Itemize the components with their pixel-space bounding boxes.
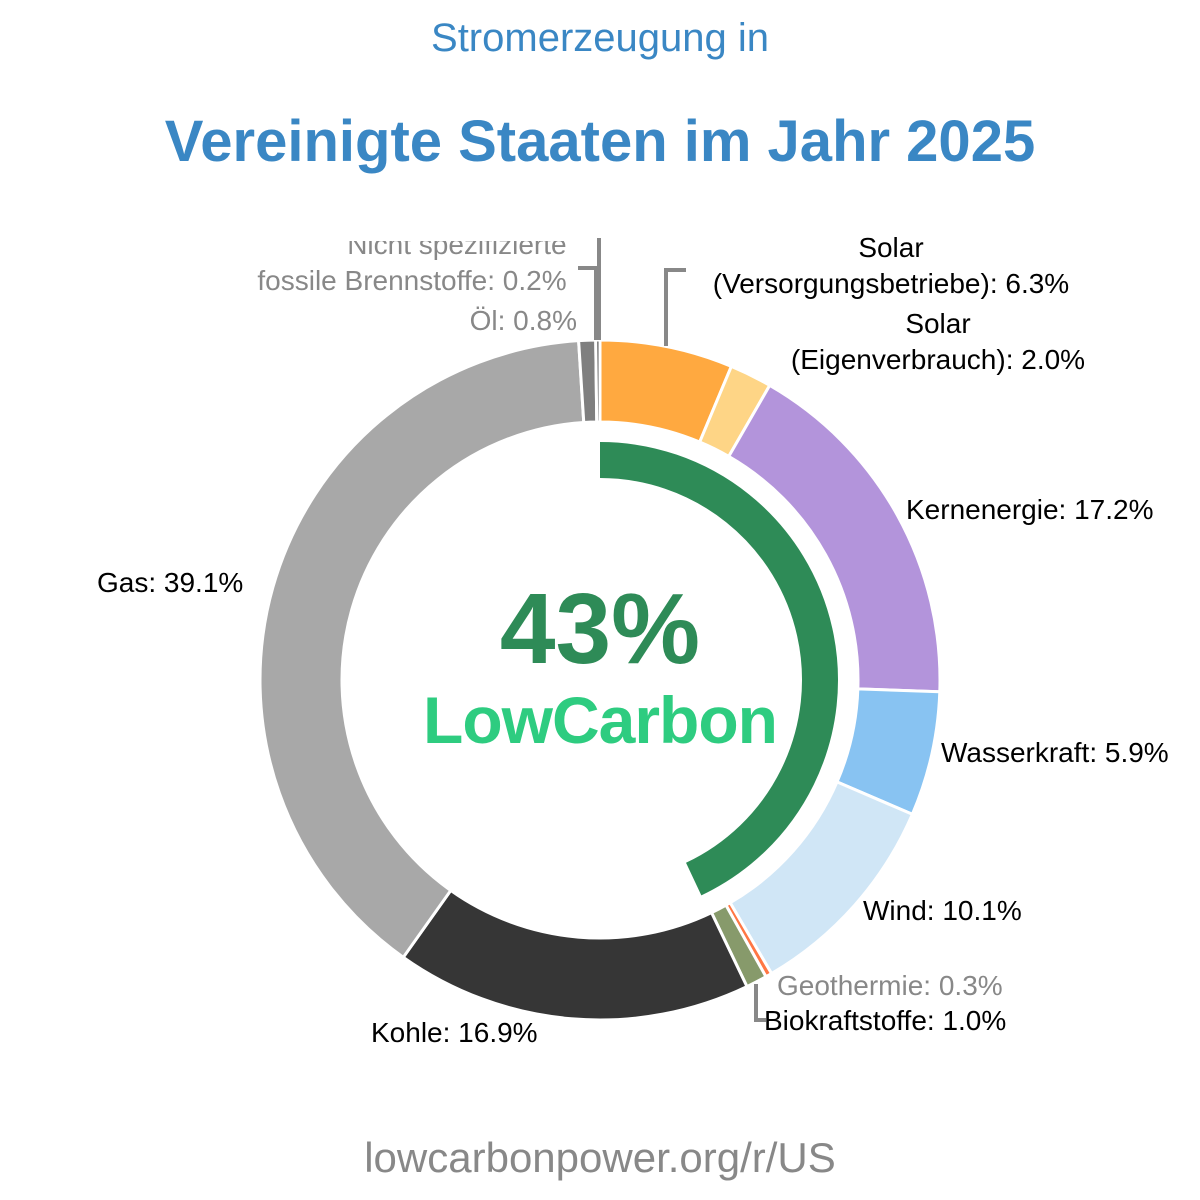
label-solar-self: Solar (Eigenverbrauch): 2.0% (790, 308, 1086, 375)
label-biofuels: Biokraftstoffe: 1.0% (764, 1005, 1007, 1036)
slice-kohle (401, 888, 749, 1022)
label-wind: Wind: 10.1% (863, 895, 1022, 926)
label-coal: Kohle: 16.9% (371, 1017, 538, 1048)
slice-gas (258, 339, 586, 960)
label-gas: Gas: 39.1% (97, 567, 244, 598)
chart-title: Stromerzeugung in (431, 16, 769, 60)
low-carbon-arc (599, 442, 838, 896)
low-carbon-percentage: 43% (499, 573, 701, 685)
slice-nicht-spezifizierte-fossile-brennstoffe (594, 338, 602, 424)
leader-biofuels (754, 984, 766, 1022)
label-nuclear: Kernenergie: 17.2% (906, 494, 1154, 525)
leader-solar-utility (664, 268, 686, 346)
label-solar-utility: Solar (Versorgungsbetriebe): 6.3% (712, 232, 1070, 299)
leader-oil (578, 266, 598, 340)
label-geothermal: Geothermie: 0.3% (777, 970, 1003, 1001)
label-unspecified-fossil: Nicht spezifizierte fossile Brennstoffe:… (257, 229, 567, 296)
chart-subtitle: Vereinigte Staaten im Jahr 2025 (164, 109, 1036, 174)
label-hydro: Wasserkraft: 5.9% (941, 737, 1169, 768)
footer-url[interactable]: lowcarbonpower.org/r/US (364, 1134, 836, 1181)
label-oil: Öl: 0.8% (469, 305, 577, 336)
lowcarbon-logo: LowCarbon (423, 683, 778, 757)
